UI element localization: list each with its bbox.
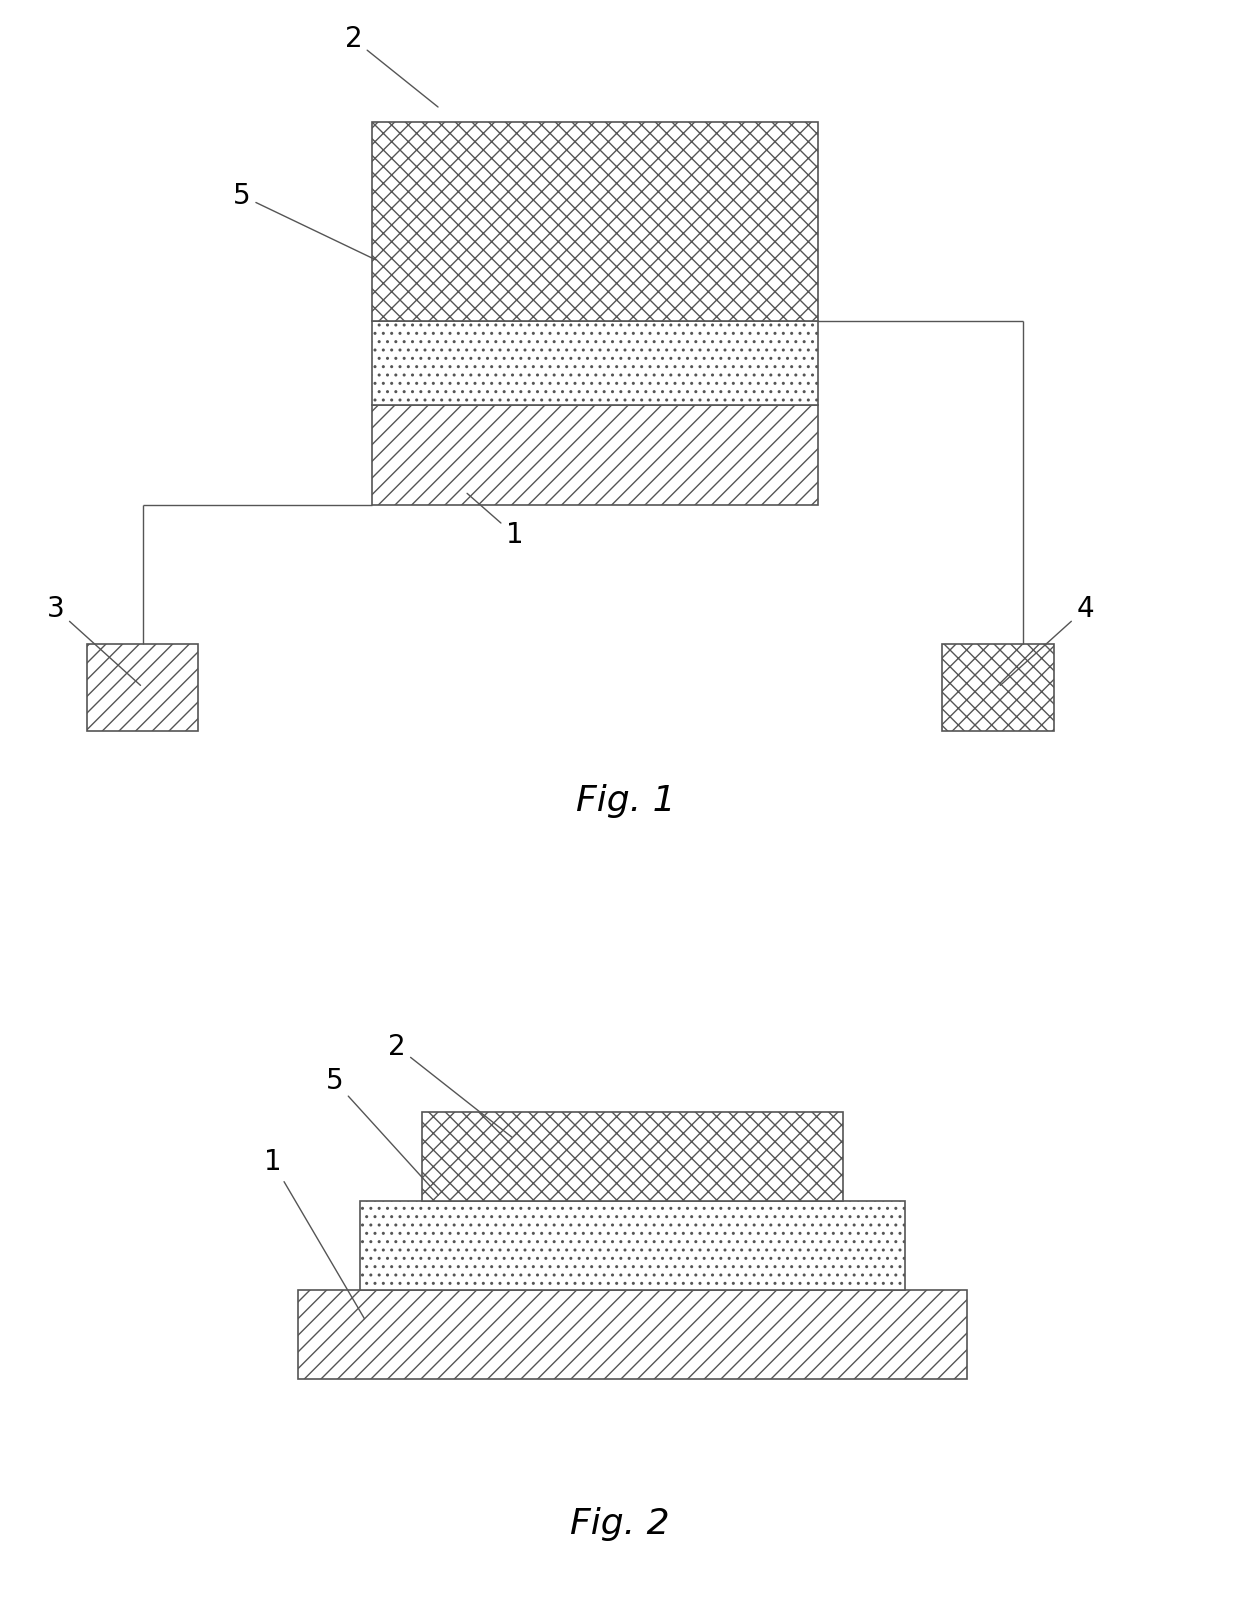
Text: 3: 3 (47, 594, 140, 685)
Bar (422, 1112, 843, 1202)
Text: Fig. 1: Fig. 1 (577, 783, 676, 818)
Bar (372, 122, 818, 321)
Text: 2: 2 (388, 1033, 512, 1137)
Text: 4: 4 (1001, 594, 1094, 685)
Text: 2: 2 (345, 26, 438, 106)
Bar (372, 321, 818, 404)
Bar (87, 644, 198, 731)
Bar (372, 404, 818, 504)
Bar (942, 644, 1054, 731)
Text: Fig. 2: Fig. 2 (570, 1508, 670, 1542)
Bar (298, 1290, 967, 1379)
Text: 5: 5 (326, 1068, 438, 1195)
Bar (360, 1202, 905, 1290)
Text: 1: 1 (467, 493, 523, 549)
Text: 1: 1 (264, 1149, 365, 1319)
Text: 5: 5 (233, 182, 376, 259)
